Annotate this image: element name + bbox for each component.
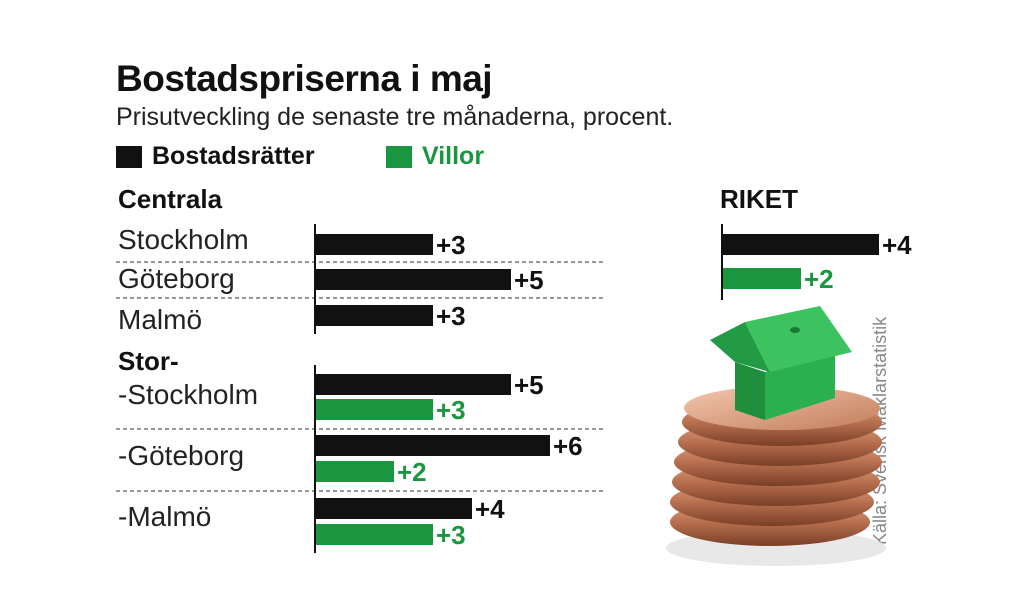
legend-item-villor: Villor <box>386 142 484 171</box>
stor-1-1-bar <box>316 461 394 482</box>
stor-1-1-value-label: +2 <box>397 457 427 487</box>
stor-0-1-bar <box>316 399 433 420</box>
row-label-stor-malmo: -Malmö <box>118 501 212 532</box>
stor-2-1-bar <box>316 524 433 545</box>
riket-1-value-label: +2 <box>804 264 834 294</box>
row-label-stor-stockholm: -Stockholm <box>118 379 259 410</box>
centrala-2-0-value-label: +3 <box>436 301 466 331</box>
centrala-1-0-value-label: +5 <box>514 265 544 295</box>
group-label-riket: RIKET <box>720 184 798 214</box>
group-label-stor: Stor- <box>118 346 179 376</box>
chart-subtitle: Prisutveckling de senaste tre månaderna,… <box>116 103 674 131</box>
centrala-0-0-bar <box>316 234 433 255</box>
centrala-2-0-bar <box>316 305 433 326</box>
stor-2-0-bar <box>316 498 472 519</box>
stor-0-0-value-label: +5 <box>514 370 544 400</box>
stor-2-0-value-label: +4 <box>475 494 505 524</box>
riket-1-bar <box>723 268 801 289</box>
stor-0-0-bar <box>316 374 511 395</box>
legend-swatch-green <box>386 145 412 168</box>
chart-title: Bostadspriserna i maj <box>116 58 493 99</box>
stor-1-0-bar <box>316 435 550 456</box>
row-label-goteborg: Göteborg <box>118 263 235 294</box>
riket-0-bar <box>723 234 879 255</box>
legend-label: Villor <box>422 142 485 170</box>
legend-label: Bostadsrätter <box>152 142 315 170</box>
legend-swatch-black <box>116 145 142 168</box>
centrala-1-0-bar <box>316 269 511 290</box>
stor-1-0-value-label: +6 <box>553 431 583 461</box>
row-label-stor-goteborg: -Göteborg <box>118 440 245 471</box>
centrala-0-0-value-label: +3 <box>436 230 466 260</box>
row-label-stockholm: Stockholm <box>118 224 249 255</box>
group-label-centrala: Centrala <box>118 184 223 214</box>
stor-0-1-value-label: +3 <box>436 395 466 425</box>
coins-house-illustration <box>666 306 886 566</box>
row-label-malmo: Malmö <box>118 304 203 335</box>
legend-item-bostadsratter: Bostadsrätter <box>116 142 315 171</box>
stor-2-1-value-label: +3 <box>436 520 466 550</box>
riket-0-value-label: +4 <box>882 230 912 260</box>
